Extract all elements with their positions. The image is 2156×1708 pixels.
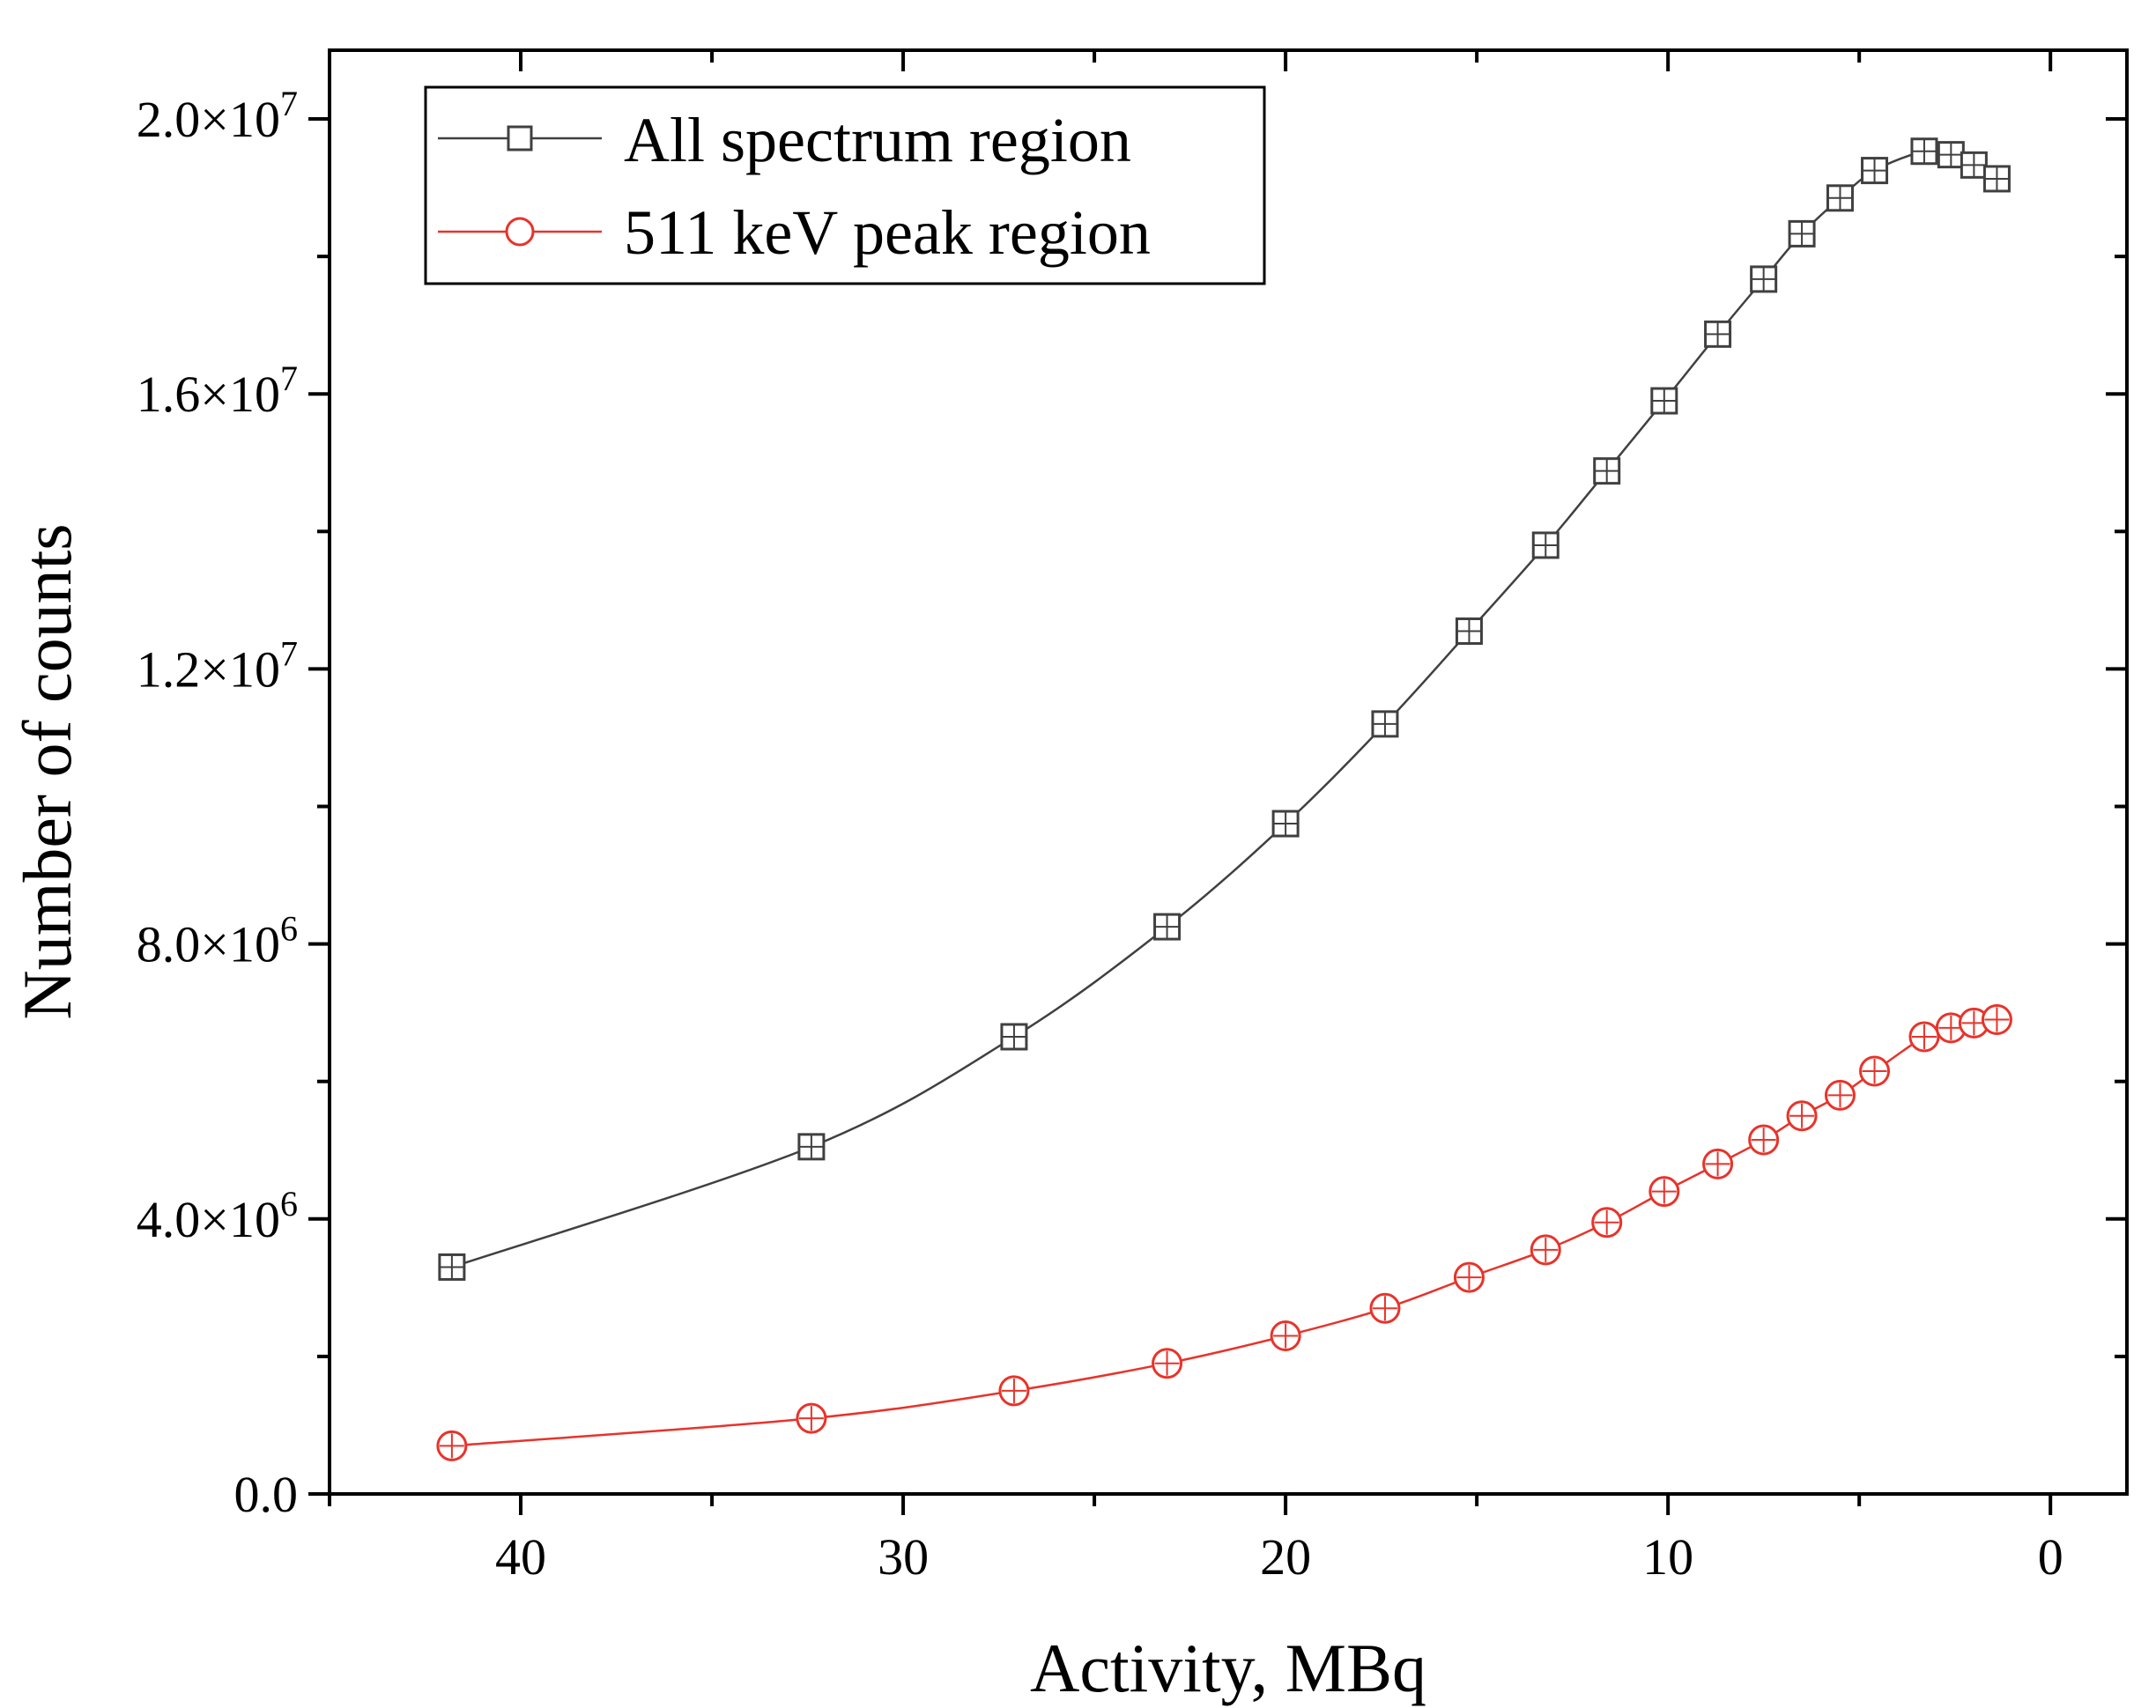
data-point-circle — [1824, 1079, 1856, 1111]
y-tick-label: 2.0×107 — [137, 84, 298, 148]
data-point-square — [1960, 151, 1988, 179]
data-point-square — [1788, 219, 1816, 248]
data-point-square — [1910, 137, 1938, 166]
data-point-circle — [1453, 1261, 1485, 1293]
data-point-square — [1650, 387, 1678, 415]
series-line-0 — [451, 149, 1998, 1268]
data-point-circle — [1369, 1292, 1401, 1324]
data-point-square — [1153, 913, 1182, 941]
data-point-square — [1371, 710, 1399, 738]
x-tick-label: 10 — [1642, 1528, 1693, 1586]
data-point-square — [1937, 141, 1965, 169]
y-tick-label: 1.6×107 — [137, 359, 298, 423]
y-axis-ticks: 0.0 4.0×106 8.0×106 1.2×107 1.6×107 2.0×107 — [137, 84, 2127, 1523]
data-point-circle — [1748, 1124, 1780, 1156]
series-layer — [436, 137, 2012, 1461]
data-point-square — [1861, 157, 1889, 185]
legend-box — [424, 85, 1266, 285]
x-tick-label: 20 — [1260, 1528, 1311, 1586]
data-point-circle — [1152, 1348, 1183, 1379]
data-point-circle — [1981, 1003, 2012, 1035]
legend-label-all-spectrum: All spectrum region — [624, 105, 1131, 175]
data-point-square — [1271, 810, 1300, 838]
plot-frame — [328, 48, 2129, 1496]
data-point-square — [1750, 265, 1778, 293]
data-point-circle — [1648, 1176, 1680, 1208]
legend: All spectrum region 511 keV peak region — [424, 85, 1266, 285]
data-point-square — [1704, 320, 1732, 348]
data-point-circle — [1270, 1320, 1301, 1351]
y-axis-title: Number of counts — [9, 523, 85, 1019]
data-point-circle — [1530, 1234, 1561, 1266]
data-point-square — [1982, 165, 2011, 193]
x-axis-title: Activity, MBq — [1030, 1630, 1426, 1706]
data-point-circle — [1859, 1055, 1891, 1087]
legend-marker-square — [507, 125, 533, 152]
data-point-circle — [436, 1430, 468, 1461]
y-tick-label: 8.0×106 — [137, 909, 298, 973]
data-point-circle — [1702, 1148, 1734, 1179]
series-line-1 — [451, 1018, 1997, 1447]
data-point-circle — [796, 1402, 827, 1434]
x-tick-label: 40 — [495, 1528, 546, 1586]
data-point-square — [1000, 1023, 1028, 1051]
legend-label-511-kev: 511 keV peak region — [624, 197, 1151, 268]
y-tick-label: 0.0 — [234, 1466, 299, 1523]
data-point-circle — [1908, 1021, 1940, 1053]
x-tick-label: 30 — [878, 1528, 929, 1586]
data-point-square — [438, 1253, 466, 1281]
y-tick-label: 4.0×106 — [137, 1184, 298, 1248]
data-point-square — [797, 1133, 826, 1161]
data-point-circle — [1591, 1207, 1623, 1238]
data-point-square — [1593, 457, 1621, 485]
legend-marker-circle — [505, 217, 535, 247]
x-axis-ticks: 40 30 20 10 0 — [328, 50, 2063, 1586]
x-tick-label: 0 — [2038, 1528, 2063, 1586]
data-point-square — [1826, 184, 1854, 212]
data-point-square — [1531, 531, 1560, 559]
y-tick-label: 1.2×107 — [137, 633, 298, 698]
data-point-square — [1455, 617, 1483, 646]
data-point-circle — [998, 1375, 1030, 1407]
data-point-circle — [1786, 1100, 1818, 1132]
